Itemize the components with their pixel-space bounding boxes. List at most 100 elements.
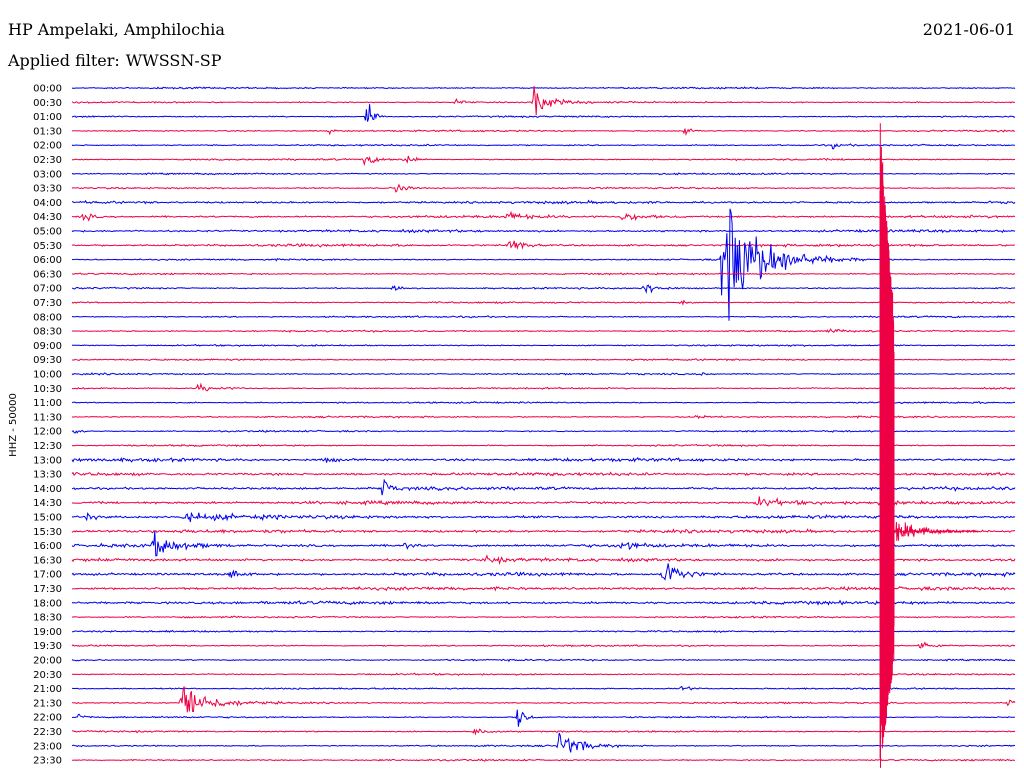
trace-row-0930: [72, 357, 1016, 362]
row-time-label: 16:00: [33, 541, 62, 552]
trace-row-2130: [71, 686, 1016, 713]
filter-prefix: Applied filter:: [8, 51, 120, 70]
trace-row-0630: [72, 272, 1016, 276]
trace-row-0130: [72, 128, 1015, 136]
row-time-label: 13:00: [33, 455, 62, 466]
trace-row-1900: [72, 629, 1016, 634]
trace-row-0500: [71, 228, 1016, 234]
row-time-label: 08:00: [33, 312, 62, 323]
row-time-label: 04:00: [33, 198, 62, 209]
trace-row-0700: [71, 284, 1016, 294]
row-time-label: 08:30: [33, 327, 62, 338]
row-time-label: 06:00: [33, 255, 62, 266]
trace-row-2230: [71, 728, 1016, 736]
trace-row-2330: [71, 758, 1016, 762]
large-event-coda: [892, 521, 979, 541]
trace-row-1930: [71, 641, 1016, 649]
trace-row-1630: [71, 554, 1016, 566]
row-time-label: 03:00: [33, 169, 62, 180]
trace-row-0400: [71, 199, 1016, 205]
trace-row-2100: [72, 685, 1016, 691]
row-time-label: 20:00: [33, 656, 62, 667]
filter-info: Applied filter: WWSSN-SP: [8, 51, 221, 70]
row-time-label: 19:30: [33, 641, 62, 652]
trace-row-0300: [71, 172, 1015, 176]
row-time-label: 11:30: [33, 412, 62, 423]
trace-row-1700: [71, 563, 1016, 581]
trace-row-0600: [71, 208, 1016, 321]
trace-row-2300: [71, 732, 1016, 753]
trace-row-1330: [71, 471, 1016, 477]
row-time-label: 21:00: [33, 684, 62, 695]
row-time-label: 03:30: [33, 184, 62, 195]
channel-label: HHZ - 50000: [8, 393, 19, 457]
row-time-label: 07:00: [33, 284, 62, 295]
trace-row-0100: [71, 104, 1016, 122]
row-time-label: 22:00: [33, 713, 62, 724]
trace-row-0900: [71, 343, 1016, 348]
trace-row-1130: [71, 414, 1016, 420]
trace-row-0330: [71, 183, 1016, 193]
trace-row-2000: [71, 658, 1016, 663]
trace-row-1400: [71, 478, 1016, 496]
large-event-burst: [879, 123, 895, 768]
row-time-label: 18:00: [33, 598, 62, 609]
trace-row-1800: [71, 599, 1016, 606]
trace-row-0830: [71, 328, 1015, 334]
row-time-label: 16:30: [33, 555, 62, 566]
trace-row-0430: [71, 210, 1016, 222]
row-time-label: 05:30: [33, 241, 62, 252]
trace-row-1500: [71, 511, 1016, 523]
trace-row-0200: [71, 143, 1016, 150]
row-time-label: 07:30: [33, 298, 62, 309]
trace-row-1730: [71, 585, 1016, 592]
row-time-label: 14:30: [33, 498, 62, 509]
row-time-label: 10:00: [33, 370, 62, 381]
row-time-label: 02:30: [33, 155, 62, 166]
filter-name: WWSSN-SP: [125, 51, 222, 70]
trace-row-1230: [71, 443, 1016, 448]
row-time-label: 19:00: [33, 627, 62, 638]
row-time-label: 01:00: [33, 112, 62, 123]
row-time-label: 18:30: [33, 613, 62, 624]
trace-row-1530: [71, 528, 1016, 535]
row-time-label: 20:30: [33, 670, 62, 681]
row-time-label: 06:30: [33, 269, 62, 280]
station-title: HP Ampelaki, Amphilochia: [8, 20, 225, 39]
trace-row-1600: [71, 530, 1016, 557]
row-time-label: 09:00: [33, 341, 62, 352]
row-time-label: 17:00: [33, 570, 62, 581]
trace-row-0230: [71, 155, 1016, 167]
trace-row-1830: [71, 615, 1016, 619]
trace-row-0530: [71, 240, 1016, 250]
trace-row-1300: [71, 456, 1016, 463]
trace-row-1000: [71, 372, 1016, 376]
trace-row-0000: [71, 86, 1016, 90]
row-time-label: 15:30: [33, 527, 62, 538]
row-time-label: 21:30: [33, 698, 62, 709]
trace-row-0730: [71, 299, 1016, 306]
row-time-label: 10:30: [33, 384, 62, 395]
trace-row-0800: [71, 315, 1016, 319]
row-time-label: 17:30: [33, 584, 62, 595]
row-time-label: 23:30: [33, 756, 62, 767]
row-time-label: 15:00: [33, 513, 62, 524]
record-date: 2021-06-01: [922, 20, 1015, 39]
row-time-label: 12:30: [33, 441, 62, 452]
row-time-label: 04:30: [33, 212, 62, 223]
row-time-label: 12:00: [33, 427, 62, 438]
row-time-label: 05:00: [33, 227, 62, 238]
row-time-label: 00:30: [33, 98, 62, 109]
trace-row-0030: [71, 85, 1016, 116]
trace-row-2030: [71, 672, 1016, 676]
row-time-label: 00:00: [33, 84, 62, 95]
trace-row-1200: [71, 429, 1016, 434]
row-time-label: 22:30: [33, 727, 62, 738]
trace-row-2200: [71, 709, 1016, 727]
row-time-label: 01:30: [33, 126, 62, 137]
trace-row-1030: [71, 382, 1016, 392]
seismic-traces: [71, 85, 1016, 768]
row-time-label: 23:00: [33, 741, 62, 752]
row-time-label: 02:00: [33, 141, 62, 152]
